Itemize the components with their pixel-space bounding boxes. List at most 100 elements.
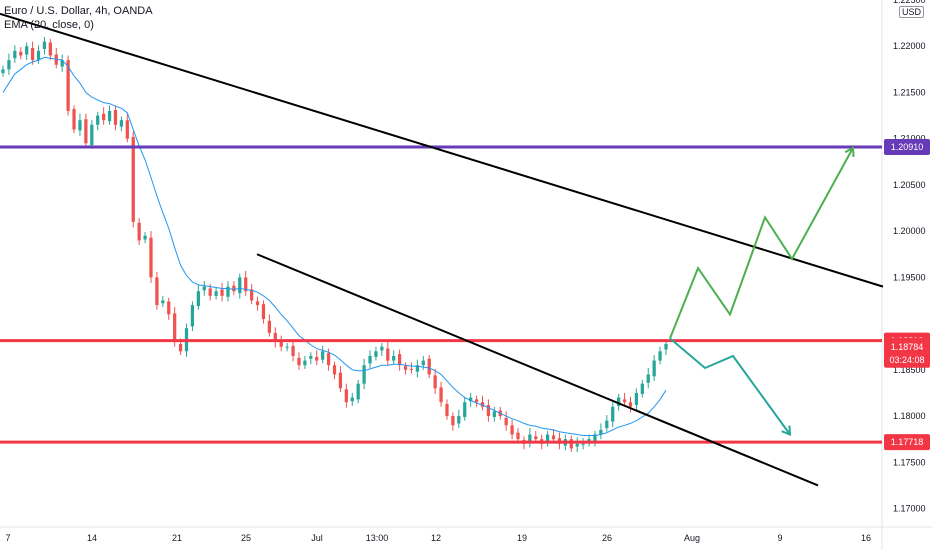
candle-body xyxy=(374,351,378,357)
upper-descending-trendline[interactable] xyxy=(0,12,884,288)
candle-body xyxy=(474,399,479,403)
candle-body xyxy=(350,397,354,402)
candle-body xyxy=(332,365,337,375)
y-tick-label: 1.17500 xyxy=(893,457,926,467)
candle-body xyxy=(611,406,615,422)
candle-body xyxy=(551,435,556,440)
candle-body xyxy=(528,434,532,443)
candle-body xyxy=(575,443,579,447)
y-tick-label: 1.21000 xyxy=(893,134,926,144)
candle-body xyxy=(504,417,508,426)
candle-body xyxy=(1,69,5,74)
candle-body xyxy=(84,119,88,144)
candle-body xyxy=(510,425,514,435)
x-tick-label: 9 xyxy=(777,533,782,543)
candle-body xyxy=(42,41,47,50)
candle-body xyxy=(125,120,129,139)
candle-body xyxy=(545,434,550,442)
candle-body xyxy=(344,389,348,403)
candle-body xyxy=(279,340,283,347)
candle-body xyxy=(143,235,147,240)
candle-body xyxy=(321,351,325,360)
x-tick-label: 26 xyxy=(602,533,612,543)
candle-body xyxy=(652,360,656,377)
candle-body xyxy=(155,277,159,306)
y-tick-label: 1.18500 xyxy=(893,365,926,375)
candle-body xyxy=(427,358,431,375)
lower-descending-trendline[interactable] xyxy=(256,253,819,487)
candle-body xyxy=(297,357,301,366)
x-tick-label: 21 xyxy=(172,533,182,543)
x-tick-label: 7 xyxy=(5,533,10,543)
y-tick-label: 1.22000 xyxy=(893,41,926,51)
x-tick-label: Aug xyxy=(684,533,700,543)
candle-body xyxy=(386,348,390,361)
candle-body xyxy=(202,286,206,291)
y-tick-label: 1.20500 xyxy=(893,180,926,190)
candle-body xyxy=(433,375,437,389)
candle-body xyxy=(78,120,82,131)
candle-body xyxy=(439,387,443,403)
bearish-projection[interactable] xyxy=(669,337,791,436)
x-tick-label: 14 xyxy=(87,533,97,543)
candle-body xyxy=(161,300,165,304)
candle-body xyxy=(315,356,319,361)
candle-body xyxy=(25,46,29,55)
price-level-badge xyxy=(884,139,930,156)
candle-body xyxy=(238,277,242,294)
candle-body xyxy=(581,443,585,445)
candle-body xyxy=(634,392,639,405)
bullish-projection[interactable] xyxy=(669,147,854,339)
candle-body xyxy=(569,439,573,449)
candle-body xyxy=(244,277,248,292)
candle-body xyxy=(403,366,408,370)
x-tick-label: 25 xyxy=(241,533,251,543)
y-tick-label: 1.22500 xyxy=(893,0,926,5)
candle-body xyxy=(534,436,538,440)
candle-body xyxy=(190,305,195,327)
candle-body xyxy=(397,354,402,366)
candle-body xyxy=(658,351,662,361)
candle-body xyxy=(178,343,183,352)
price-axis-panel[interactable] xyxy=(882,0,932,550)
candle-body xyxy=(326,353,331,366)
candle-body xyxy=(309,355,313,359)
candle-body xyxy=(232,285,236,292)
candle-body xyxy=(291,345,295,356)
x-tick-label: 12 xyxy=(431,533,441,543)
candle-body xyxy=(664,343,668,350)
x-tick-label: Jul xyxy=(311,533,323,543)
y-tick-label: 1.19500 xyxy=(893,272,926,282)
candle-body xyxy=(19,51,23,56)
candle-body xyxy=(173,313,177,343)
candle-body xyxy=(119,120,124,127)
candle-body xyxy=(36,50,41,61)
candle-body xyxy=(516,432,520,440)
candle-body xyxy=(492,411,496,417)
time-axis-panel[interactable] xyxy=(0,527,932,550)
candle-body xyxy=(90,124,94,146)
candle-body xyxy=(486,404,491,417)
candle-body xyxy=(96,115,100,125)
candle-body xyxy=(66,60,70,111)
candle-body xyxy=(445,404,449,417)
candle-body xyxy=(7,60,11,70)
candle-body xyxy=(362,365,366,384)
candle-body xyxy=(249,289,254,301)
candle-body xyxy=(303,360,307,366)
y-tick-label: 1.18000 xyxy=(893,411,926,421)
candle-body xyxy=(208,288,212,296)
candle-body xyxy=(30,48,35,61)
countdown-timer: 03:24:08 xyxy=(889,355,924,365)
candle-body xyxy=(646,374,650,383)
x-tick-label: 13:00 xyxy=(366,533,389,543)
candle-body xyxy=(640,383,644,394)
candle-body xyxy=(167,301,171,315)
currency-button[interactable]: USD xyxy=(899,6,925,18)
last-price-value: 1.18784 xyxy=(891,342,924,352)
candle-body xyxy=(196,291,200,307)
candle-body xyxy=(622,399,627,403)
price-level-badge-text: 1.20910 xyxy=(891,142,924,152)
